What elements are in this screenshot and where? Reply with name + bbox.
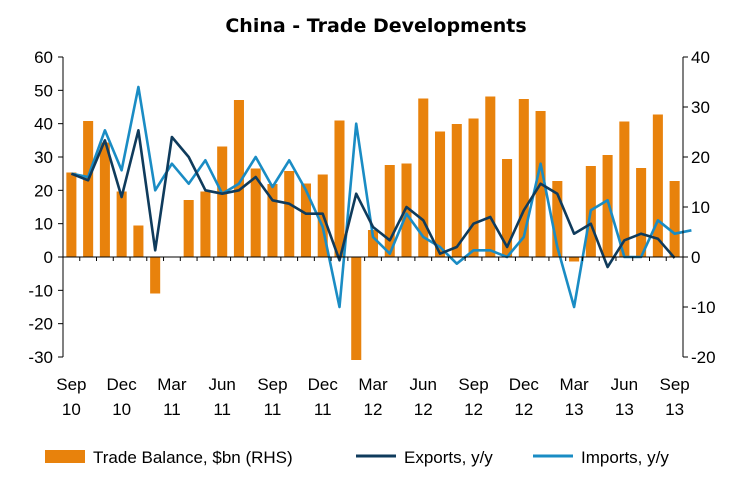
chart-title: China - Trade Developments: [225, 15, 526, 37]
left-tick-label: 30: [34, 148, 53, 167]
trade-balance-bar: [351, 257, 362, 360]
trade-balance-bar: [116, 191, 127, 257]
trade-balance-bar: [619, 121, 630, 257]
trade-balance-bar: [418, 98, 429, 257]
trade-balance-bar: [569, 257, 580, 262]
x-tick-label-year: 13: [565, 400, 584, 419]
x-tick-label-month: Dec: [107, 375, 138, 394]
x-tick-label-year: 12: [464, 400, 483, 419]
x-tick-label-year: 13: [615, 400, 634, 419]
x-tick-label-year: 12: [364, 400, 383, 419]
x-tick-label-year: 11: [264, 400, 282, 419]
imports-line: [71, 85, 692, 309]
left-tick-label: 20: [34, 181, 53, 200]
trade-balance-bar: [451, 124, 462, 257]
left-tick-label: -20: [28, 315, 53, 334]
trade-balance-bar: [284, 171, 295, 257]
trade-balance-bar: [384, 165, 395, 257]
trade-balance-bar: [552, 181, 563, 257]
x-tick-label-month: Jun: [410, 375, 437, 394]
x-tick-label-year: 11: [163, 400, 181, 419]
trade-balance-bar: [401, 163, 412, 257]
trade-balance-bar: [83, 121, 94, 257]
legend: Trade Balance, $bn (RHS) Exports, y/y Im…: [45, 448, 669, 467]
x-tick-label-year: 10: [62, 400, 81, 419]
trade-balance-bar: [183, 200, 194, 257]
x-tick-label-year: 12: [514, 400, 533, 419]
trade-balance-bar: [518, 99, 529, 257]
left-tick-label: 60: [34, 48, 53, 67]
legend-label-imports: Imports, y/y: [581, 448, 669, 467]
x-tick-label-year: 13: [665, 400, 684, 419]
legend-label-exports: Exports, y/y: [404, 448, 493, 467]
legend-label-trade-balance: Trade Balance, $bn (RHS): [93, 448, 293, 467]
trade-balance-bar: [367, 230, 379, 257]
trade-balance-bar: [99, 142, 110, 257]
trade-balance-bar: [217, 146, 228, 257]
x-tick-label-year: 11: [213, 400, 231, 419]
exports-line: [70, 129, 676, 269]
x-tick-label-month: Mar: [559, 375, 589, 394]
x-tick-label-month: Jun: [208, 375, 235, 394]
x-tick-label-month: Jun: [611, 375, 638, 394]
trade-balance-bar: [133, 225, 144, 257]
trade-balance-bar: [468, 118, 479, 257]
trade-balance-bar: [636, 168, 647, 257]
left-tick-label: 50: [34, 81, 53, 100]
axes: -30 -20 -10 0 10 20 30 40 50 60 -20 -10 0 10 20 30 40 Sep…: [28, 48, 715, 419]
left-tick-label: 0: [44, 248, 53, 267]
x-tick-label-year: 10: [112, 400, 131, 419]
trade-balance-bar: [435, 131, 446, 257]
x-tick-label-month: Sep: [659, 375, 689, 394]
trade-balance-bar: [602, 155, 613, 257]
trade-balance-bar: [652, 114, 663, 257]
right-tick-label: 20: [691, 148, 710, 167]
x-tick-label-month: Mar: [358, 375, 388, 394]
right-tick-label: -10: [691, 298, 716, 317]
trade-balance-bar: [502, 159, 513, 257]
x-tick-label-month: Mar: [157, 375, 187, 394]
trade-balance-bar: [200, 191, 211, 257]
trade-balance-bar: [485, 96, 496, 257]
trade-balance-bar: [66, 172, 77, 257]
right-tick-label: 40: [691, 48, 710, 67]
right-tick-label: 10: [691, 198, 710, 217]
trade-balance-bar: [334, 120, 345, 257]
x-tick-label-year: 12: [414, 400, 433, 419]
left-tick-label: -10: [28, 281, 53, 300]
trade-balance-bar: [233, 100, 244, 257]
trade-balance-bar: [267, 184, 278, 257]
right-tick-label: -20: [691, 348, 716, 367]
right-tick-label: 0: [691, 248, 700, 267]
trade-balance-bar: [250, 168, 261, 257]
trade-balance-bar: [669, 181, 680, 257]
x-tick-label-month: Sep: [56, 375, 86, 394]
x-tick-label-month: Sep: [257, 375, 287, 394]
right-tick-label: 30: [691, 98, 710, 117]
x-tick-label-year: 11: [314, 400, 332, 419]
left-tick-label: 10: [34, 215, 53, 234]
left-tick-label: 40: [34, 115, 53, 134]
line-series: [70, 85, 692, 309]
x-tick-label-month: Dec: [509, 375, 540, 394]
trade-balance-bar: [300, 183, 311, 257]
legend-swatch-trade-balance: [45, 450, 85, 463]
left-tick-label: -30: [28, 348, 53, 367]
x-tick-label-month: Sep: [458, 375, 488, 394]
x-tick-label-month: Dec: [308, 375, 339, 394]
trade-balance-bar: [150, 257, 161, 294]
